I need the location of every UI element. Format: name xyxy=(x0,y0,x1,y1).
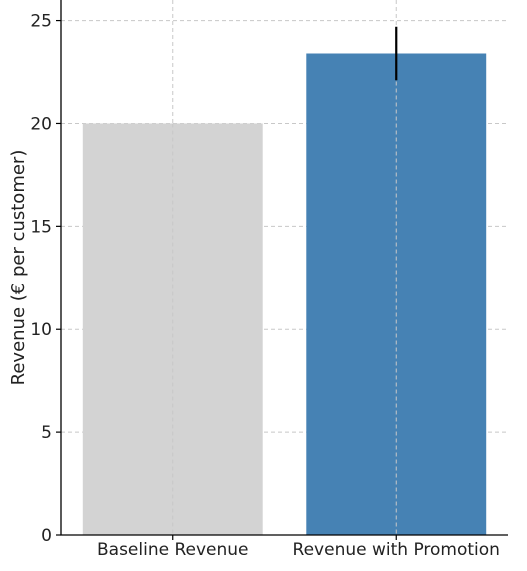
y-tick-label-2: 10 xyxy=(30,320,52,340)
y-axis-label: Revenue (€ per customer) xyxy=(8,150,29,386)
bars xyxy=(82,53,487,535)
y-tick-label-4: 20 xyxy=(30,114,52,134)
x-ticks: Baseline Revenue Revenue with Promotion xyxy=(97,535,500,560)
axes xyxy=(60,0,508,536)
y-tick-label-3: 15 xyxy=(30,217,52,237)
y-ticks: 0 5 10 15 20 25 xyxy=(30,12,61,546)
x-tick-label-1: Revenue with Promotion xyxy=(293,540,500,560)
y-tick-label-5: 25 xyxy=(30,12,52,32)
y-tick-label-1: 5 xyxy=(41,423,52,443)
y-tick-label-0: 0 xyxy=(41,526,52,546)
x-tick-label-0: Baseline Revenue xyxy=(97,540,249,560)
